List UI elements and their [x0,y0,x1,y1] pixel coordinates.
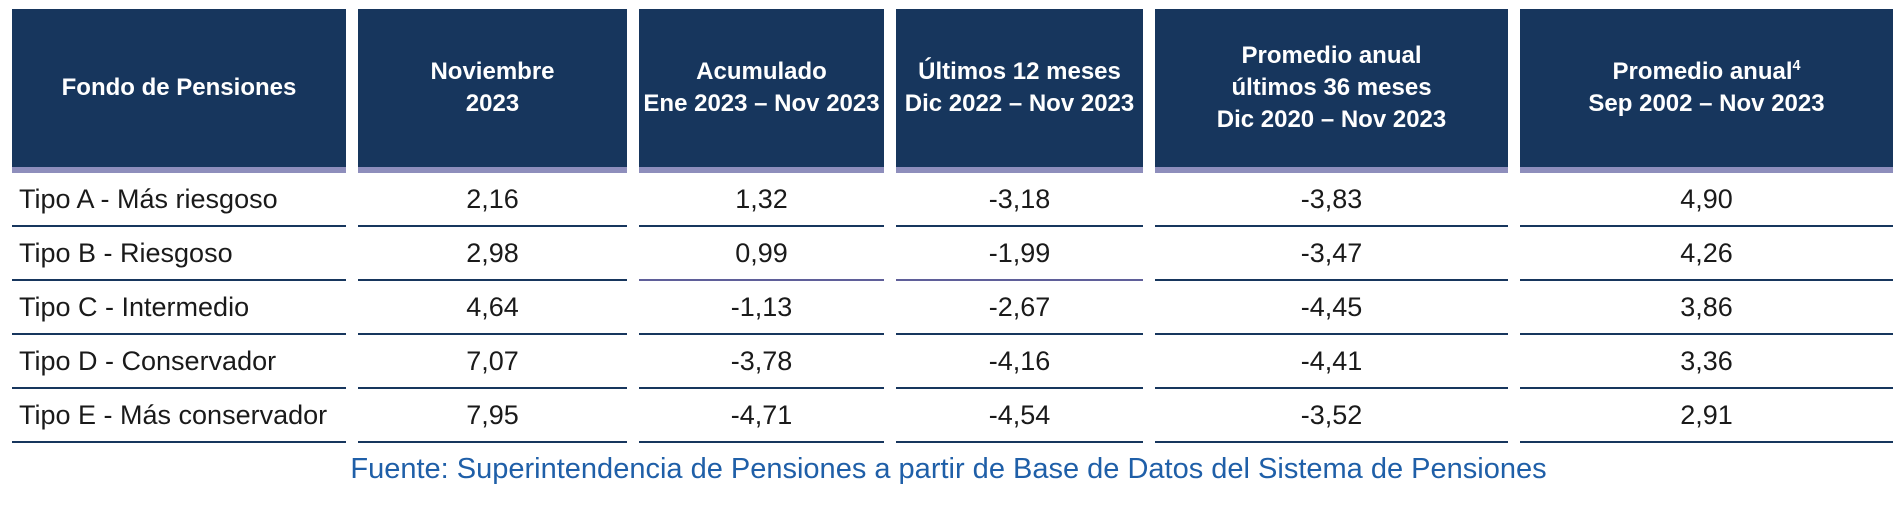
cell-value: -3,78 [639,335,884,389]
cell-value: 0,99 [639,227,884,281]
cell-value: -3,47 [1155,227,1508,281]
cell-value: -4,45 [1155,281,1508,335]
cell-value: 4,64 [358,281,627,335]
pension-returns-table: Fondo de Pensiones Noviembre 2023 Acumul… [12,9,1893,443]
cell-value: 1,32 [639,173,884,227]
cell-value: 2,91 [1520,389,1893,443]
cell-value: -3,83 [1155,173,1508,227]
header-line: Dic 2022 – Nov 2023 [904,90,1135,117]
cell-value: 3,36 [1520,335,1893,389]
cell-value: 2,16 [358,173,627,227]
row-label: Tipo E - Más conservador [12,389,346,443]
header-line: Últimos 12 meses [918,58,1121,86]
cell-value: 3,86 [1520,281,1893,335]
cell-value: -1,13 [639,281,884,335]
header-line: Fondo de Pensiones [61,74,297,102]
pension-returns-page: Fondo de Pensiones Noviembre 2023 Acumul… [0,9,1897,512]
cell-value: -4,16 [896,335,1143,389]
cell-value: -3,52 [1155,389,1508,443]
header-ultimos-12-meses: Últimos 12 meses Dic 2022 – Nov 2023 [896,9,1143,173]
cell-value: 7,95 [358,389,627,443]
row-label: Tipo C - Intermedio [12,281,346,335]
header-line-text: Promedio anual [1612,58,1793,86]
footnote-marker: 4 [1792,58,1801,75]
cell-value: -4,41 [1155,335,1508,389]
header-line: Promedio anual4 [1612,56,1800,88]
header-line: Sep 2002 – Nov 2023 [1588,90,1825,117]
cell-value: 7,07 [358,335,627,389]
header-line: Noviembre [430,58,555,86]
cell-value: 4,26 [1520,227,1893,281]
cell-value: -4,54 [896,389,1143,443]
header-noviembre-2023: Noviembre 2023 [358,9,627,173]
header-promedio-anual-36-meses: Promedio anual últimos 36 meses Dic 2020… [1155,9,1508,173]
header-line: últimos 36 meses [1231,74,1432,102]
cell-value: 2,98 [358,227,627,281]
header-fondo-de-pensiones: Fondo de Pensiones [12,9,346,173]
cell-value: 4,90 [1520,173,1893,227]
cell-value: -1,99 [896,227,1143,281]
header-promedio-anual-desde-2002: Promedio anual4 Sep 2002 – Nov 2023 [1520,9,1893,173]
header-line: Promedio anual [1241,42,1422,70]
header-line: Ene 2023 – Nov 2023 [643,90,880,117]
row-label: Tipo B - Riesgoso [12,227,346,281]
row-label: Tipo D - Conservador [12,335,346,389]
header-acumulado: Acumulado Ene 2023 – Nov 2023 [639,9,884,173]
header-line: 2023 [465,90,520,117]
header-line: Acumulado [696,58,827,86]
header-line: Dic 2020 – Nov 2023 [1216,105,1447,133]
cell-value: -3,18 [896,173,1143,227]
row-label: Tipo A - Más riesgoso [12,173,346,227]
source-caption: Fuente: Superintendencia de Pensiones a … [350,453,1547,485]
cell-value: -4,71 [639,389,884,443]
cell-value: -2,67 [896,281,1143,335]
